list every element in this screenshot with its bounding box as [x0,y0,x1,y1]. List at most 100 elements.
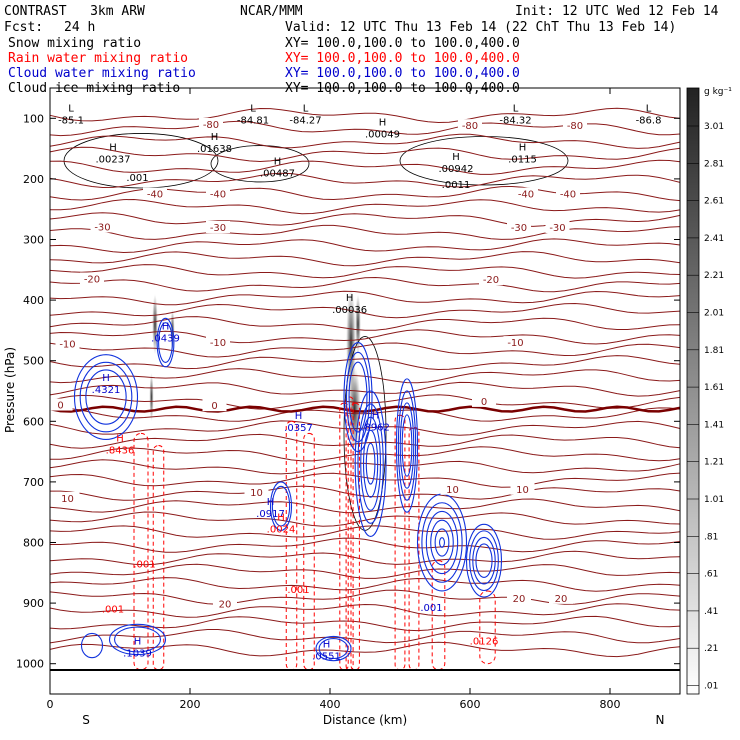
isotherm-label: -40 [147,190,163,201]
rain-contour [479,590,496,665]
isotherm-label-bg [199,117,223,130]
extremum-mark: L [646,103,652,114]
extremum-value: -86.8 [636,115,662,126]
snow-blob [149,372,154,422]
forecast-value: 24 h [64,20,96,35]
cloud-water-contour [85,369,127,425]
extremum-value: .001 [420,603,442,614]
extremum-value: .001 [133,560,155,571]
cloud-water-contour [399,402,415,489]
cloud-water-contour [156,317,175,368]
isotherm-label-bg [55,491,80,504]
isotherm-label: -30 [94,222,110,233]
ice-contour [343,336,387,531]
colorbar-ramp [686,87,700,695]
isotherm-label-bg [563,119,587,132]
isotherm-line [49,316,681,331]
isotherm-line [49,629,681,644]
extremum-mark: H [323,640,331,651]
isotherm-line [49,224,681,240]
isotherm-label: 20 [219,599,232,610]
isotherm-label: -10 [507,338,523,349]
isotherm-line [49,276,681,293]
isotherm-line [49,172,681,189]
isotherm-label: 10 [250,488,263,499]
forecast-label: Fcst: [4,20,44,35]
ice-contour [399,136,569,186]
valid-time: Valid: 12 UTC Thu 13 Feb 14 (22 ChT Thu … [285,20,677,35]
extremum-value: -85.1 [58,115,84,126]
isotherm-label: 10 [446,485,459,496]
extremum-mark: L [303,103,309,114]
isotherm-label: 0 [57,401,63,412]
extremum-value: -84.81 [237,115,269,126]
isotherm-line [49,459,681,475]
y-tick-label: 400 [23,294,44,307]
isotherm-label-bg [213,597,237,610]
ice-contour [63,133,219,189]
y-tick-label: 600 [23,415,44,428]
colorbar-label: 2.01 [704,309,724,319]
cloud-water-contour [434,528,450,557]
extremum-value: .00049 [365,129,400,140]
cloud-ice-contours [63,133,569,531]
isotherm-label-bg [143,187,167,200]
isotherm-label-bg [55,337,80,350]
isotherm-line [49,603,681,618]
isotherm-label: 0 [211,401,217,412]
isotherm-label-bg [503,336,528,349]
extremum-value: .001 [287,585,309,596]
legend-cloud-water: Cloud water mixing ratio [8,66,196,81]
isotherm-label: -20 [483,275,499,286]
cloud-water-contour [73,354,139,441]
isotherm-line [49,525,681,540]
cloud-water-contour [357,403,384,524]
extremum-value: -84.32 [499,115,531,126]
isotherm-line [50,537,681,553]
rain-water-contours [133,396,496,671]
extremum-mark: H [277,512,285,523]
isotherm-line [49,133,681,149]
init-time: Init: 12 UTC Wed 12 Feb 14 [515,4,719,19]
isotherm-label-bg [48,398,73,411]
cloud-water-contour [472,536,496,585]
cloud-water-contour [158,322,173,363]
colorbar-label: 2.81 [704,159,724,169]
extremum-value: .00942 [439,164,474,175]
extremum-mark: H [267,497,275,508]
colorbar-label: .01 [704,682,718,692]
extremum-value: .0357 [284,423,313,434]
colorbar-label: .81 [704,532,718,542]
y-tick-label: 500 [23,355,44,368]
x-end-label-south: S [82,713,90,727]
isotherm-line [49,159,681,175]
y-tick-label: 100 [23,112,44,125]
isotherm-line [49,264,681,279]
colorbar-label: 2.41 [704,234,724,244]
cloud-water-contour [348,361,368,433]
cloud-water-contours [73,317,503,662]
extremum-value: .00237 [96,155,131,166]
y-tick-label: 200 [23,173,44,186]
isotherm-line [49,615,681,632]
isotherm-label-bg [90,220,115,233]
isotherm-label-bg [545,220,570,233]
x-tick-label: 400 [320,698,341,711]
cloud-water-contour [113,626,162,653]
extremum-value: .001 [102,604,124,615]
isotherm-line [49,498,681,514]
plot-frame [49,87,681,695]
cloud-water-contour [79,361,133,433]
extremum-mark: L [513,103,519,114]
cloud-water-contour [465,523,503,598]
extremum-value: .0024 [267,524,296,535]
y-tick-label: 900 [23,597,44,610]
y-tick-label: 1000 [16,658,44,671]
rain-contour [152,445,165,671]
isotherm-label: -40 [560,190,576,201]
isotherm-label: 0 [481,397,487,408]
isotherm-label-bg [514,187,538,200]
x-tick-label: 600 [460,698,481,711]
cloud-water-contour [80,632,104,659]
colorbar-label: 1.01 [704,495,724,505]
